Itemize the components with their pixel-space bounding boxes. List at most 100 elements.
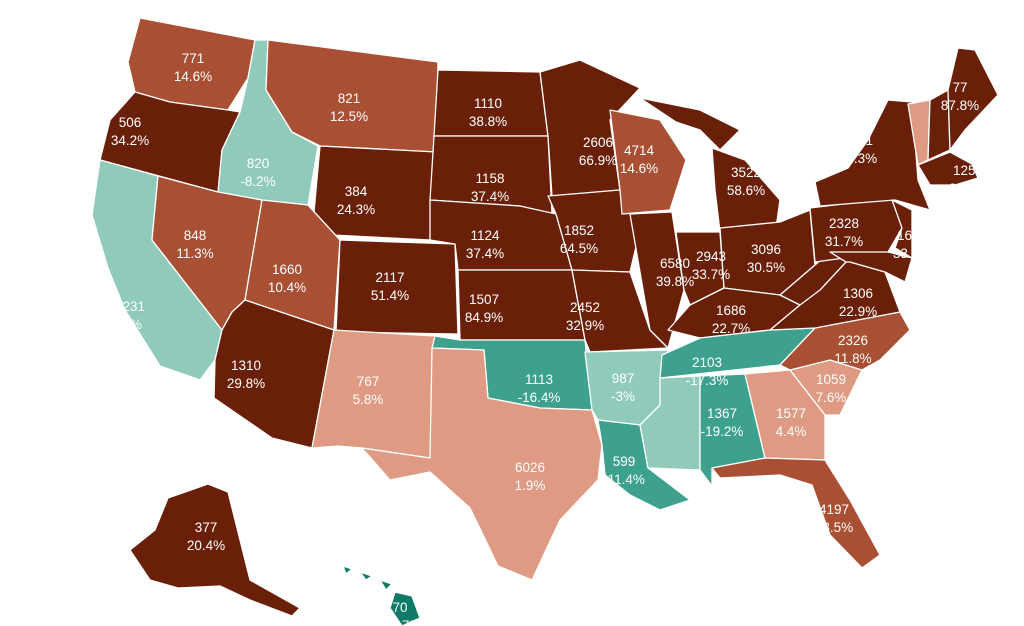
state-value-in: 2943	[696, 249, 726, 264]
state-label-nm: 767 5.8%	[353, 374, 384, 407]
state-value-nm: 767	[357, 374, 380, 389]
state-change-ga: 4.4%	[776, 424, 807, 439]
state-ut	[244, 199, 341, 331]
state-change-mt: 12.5%	[330, 109, 368, 124]
state-change-id: -8.2%	[240, 174, 275, 189]
state-value-wa: 771	[182, 51, 205, 66]
state-change-hi: -24.7%	[379, 618, 422, 626]
state-value-la: 599	[613, 454, 636, 469]
state-change-mi: 58.6%	[727, 183, 765, 198]
state-change-nj: 33.4%	[893, 246, 931, 261]
state-change-ks: 84.9%	[465, 310, 503, 325]
state-value-oh: 3096	[751, 242, 781, 257]
state-label-mo: 2452 32.9%	[566, 300, 604, 333]
state-value-sd: 1158	[475, 171, 504, 186]
state-label-ia: 1852 64.5%	[560, 223, 598, 256]
state-wy	[311, 145, 437, 241]
state-label-hi: 70 -24.7%	[379, 600, 422, 626]
state-wi	[609, 109, 687, 215]
state-change-ny: 29.3%	[839, 151, 877, 166]
state-label-me: 77 87.8%	[941, 80, 979, 113]
state-value-fl: 4197	[819, 502, 849, 517]
state-value-ny: 2101	[843, 133, 873, 148]
state-label-nd: 1110 38.8%	[469, 96, 507, 129]
state-change-mo: 32.9%	[566, 318, 604, 333]
state-change-pa: 31.7%	[825, 234, 863, 249]
state-value-nj: 1616	[897, 228, 927, 243]
state-change-ky: 22.7%	[712, 321, 750, 336]
state-value-me: 77	[952, 80, 967, 95]
state-label-ma: 1253 20.4%	[949, 163, 987, 196]
state-change-ut: 10.4%	[268, 280, 306, 295]
state-nj	[891, 199, 913, 259]
state-label-id: 820 -8.2%	[240, 156, 275, 189]
state-me	[947, 47, 999, 151]
state-label-oh: 3096 30.5%	[747, 242, 785, 275]
state-label-nc: 2326 11.8%	[834, 333, 871, 366]
state-change-il: 39.8%	[656, 274, 694, 289]
state-change-wy: 24.3%	[337, 202, 375, 217]
state-value-ks: 1507	[469, 292, 499, 307]
state-value-nv: 848	[184, 228, 207, 243]
state-ga	[744, 369, 826, 461]
state-value-ma: 1253	[953, 163, 983, 178]
state-change-in: 33.7%	[692, 267, 730, 282]
state-label-tn: 2103 -17.3%	[686, 355, 729, 388]
state-change-tn: -17.3%	[686, 373, 729, 388]
state-value-wi: 4714	[624, 143, 655, 158]
state-label-az: 1310 29.8%	[227, 358, 265, 391]
state-label-wa: 771 14.6%	[174, 51, 212, 84]
state-label-pa: 2328 31.7%	[825, 216, 863, 249]
state-change-nc: 11.8%	[834, 351, 871, 366]
state-value-ut: 1660	[272, 262, 302, 277]
state-il	[629, 211, 685, 349]
state-value-nd: 1110	[474, 96, 502, 111]
state-value-mo: 2452	[570, 300, 600, 315]
state-change-sc: 7.6%	[816, 390, 847, 405]
state-label-ny: 2101 29.3%	[839, 133, 877, 166]
state-md	[829, 251, 913, 283]
state-value-id: 820	[247, 156, 270, 171]
state-change-nm: 5.8%	[353, 392, 384, 407]
state-label-ga: 1577 4.4%	[776, 406, 807, 439]
state-label-mn: 2606 66.9%	[579, 135, 617, 168]
state-value-tn: 2103	[692, 355, 722, 370]
state-label-mi: 3522 58.6%	[727, 165, 765, 198]
state-change-co: 51.4%	[371, 288, 409, 303]
state-change-sd: 37.4%	[471, 189, 509, 204]
state-label-il: 6580 39.8%	[656, 256, 694, 289]
state-co	[335, 239, 459, 335]
state-value-mt: 821	[338, 91, 361, 106]
state-value-va: 1306	[843, 286, 873, 301]
state-change-or: 34.2%	[111, 133, 149, 148]
state-value-hi: 70	[392, 600, 407, 615]
state-change-va: 22.9%	[839, 304, 877, 319]
state-change-ok: -16.4%	[518, 390, 561, 405]
state-value-ga: 1577	[776, 406, 806, 421]
state-value-nc: 2326	[838, 333, 868, 348]
state-change-wi: 14.6%	[620, 161, 658, 176]
state-value-ky: 1686	[716, 303, 746, 318]
state-change-fl: 18.5%	[815, 520, 853, 535]
state-change-me: 87.8%	[941, 98, 979, 113]
state-value-or: 506	[119, 115, 142, 130]
state-ma	[917, 151, 979, 186]
state-value-ca: 4231	[115, 299, 145, 314]
state-change-mn: 66.9%	[579, 153, 617, 168]
state-value-il: 6580	[660, 256, 690, 271]
state-label-va: 1306 22.9%	[839, 286, 877, 319]
state-value-al: 1367	[707, 406, 737, 421]
state-change-al: -19.2%	[701, 424, 744, 439]
state-change-nd: 38.8%	[469, 114, 507, 129]
state-label-mt: 821 12.5%	[330, 91, 368, 124]
state-change-la: -11.4%	[603, 472, 645, 487]
state-change-tx: 1.9%	[515, 478, 546, 493]
state-value-ia: 1852	[564, 223, 594, 238]
state-label-ky: 1686 22.7%	[712, 303, 750, 336]
state-change-nv: 11.3%	[176, 246, 213, 261]
state-change-wa: 14.6%	[174, 69, 212, 84]
state-value-ok: 1113	[525, 372, 553, 387]
state-value-ne: 1124	[470, 228, 500, 243]
state-ak	[129, 483, 301, 617]
